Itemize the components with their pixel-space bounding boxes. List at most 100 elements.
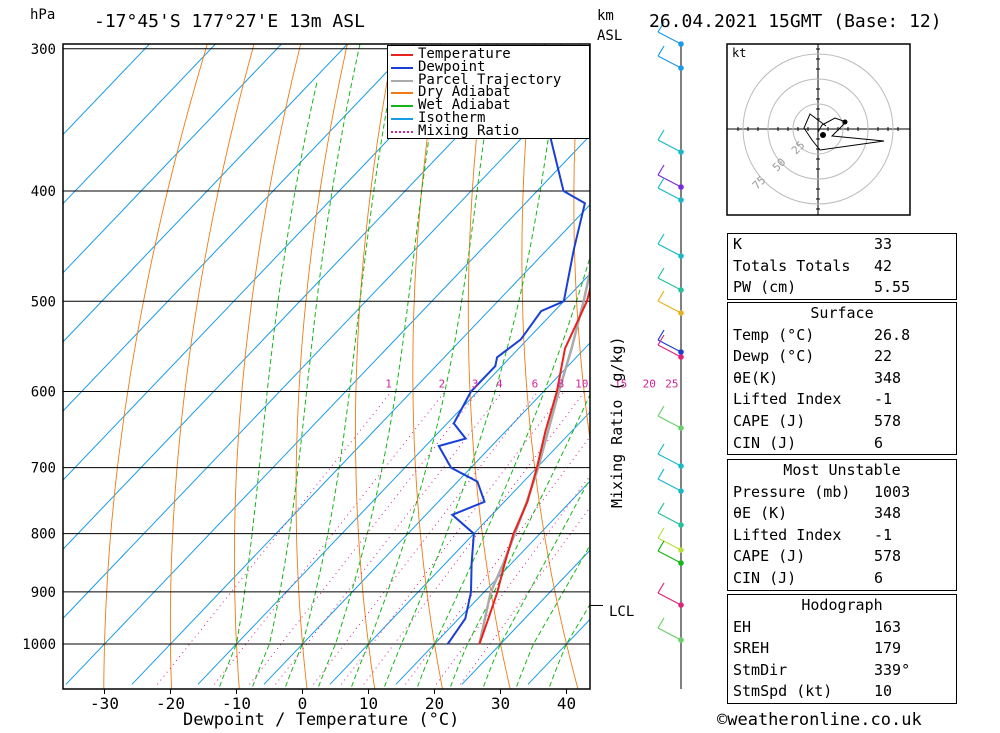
mixing-ratio-line (213, 391, 446, 685)
dry-adiabat-line (624, 15, 714, 692)
lifted-index-value: -1 (874, 390, 893, 409)
wind-barb-flag (657, 540, 665, 552)
wind-barb (657, 537, 682, 551)
wind-barb (657, 478, 682, 492)
wind-barb-flag (657, 329, 665, 341)
isotherm-line (63, 44, 481, 481)
wind-barb (657, 627, 682, 641)
mixing-ratio-label: 6 (532, 377, 539, 390)
hodograph-title: Hodograph (801, 596, 883, 614)
isotherm-line (65, 134, 590, 685)
wind-barb (657, 243, 682, 257)
plot-frame (62, 43, 591, 690)
isotherm-line (131, 204, 590, 685)
wind-barb-flag (657, 502, 665, 514)
wind-barb-flag (657, 290, 665, 302)
isotherm-line (63, 44, 283, 274)
dry-adiabat-line (295, 44, 348, 689)
tt-label: Totals Totals (733, 256, 851, 275)
pressure-tick-label: 900 (31, 585, 56, 601)
legend-item: Mixing Ratio (388, 124, 588, 138)
km-label: km (597, 8, 614, 24)
dry-adiabat-line (996, 15, 1000, 692)
eh-value: 163 (874, 617, 902, 636)
mixing-ratio-line (460, 506, 590, 685)
mixing-ratio-axis-label: Mixing Ratio (g/kg) (608, 336, 626, 508)
temperature-tick-label: 20 (425, 694, 444, 713)
wind-barb (657, 55, 682, 69)
legend-swatch (391, 130, 413, 133)
hodograph-ring (792, 103, 844, 155)
sreh-value: 179 (874, 639, 902, 658)
stmdir-label: StmDir (733, 660, 788, 679)
cin-label: CIN (J) (733, 433, 797, 452)
legend-label: Wet Adiabat (418, 97, 511, 114)
legend-swatch (391, 54, 413, 56)
legend-item: Isotherm (388, 111, 588, 125)
legend-item: Dewpoint (388, 58, 588, 75)
wind-barb (657, 31, 682, 45)
dry-adiabat-line (412, 44, 443, 689)
mixing-ratio-line (435, 474, 590, 685)
temperature-tick-label: -20 (156, 694, 185, 713)
lifted-index-label: Lifted Index (733, 390, 842, 409)
legend-label: Dewpoint (418, 58, 486, 75)
temperature-tick-label: 0 (298, 694, 308, 713)
legend-swatch (391, 118, 413, 120)
wind-barb (657, 139, 682, 153)
legend-swatch (391, 79, 413, 82)
mu-thetae-value: 348 (874, 504, 902, 523)
isotherm-line (63, 44, 547, 550)
cape-label: CAPE (J) (733, 411, 806, 430)
wind-barb (657, 300, 682, 314)
parcel-trajectory-line (478, 266, 590, 645)
wind-barb (657, 339, 682, 353)
dry-adiabat-line (169, 44, 255, 689)
mixing-ratio-line (275, 391, 503, 685)
copyright-link[interactable]: ©weatheronline.co.uk (717, 710, 922, 730)
mu-cin-label: CIN (J) (733, 568, 797, 587)
surface-title: Surface (810, 304, 874, 322)
mixing-ratio-line (249, 391, 479, 685)
axes: 300 400 500 600 700 800 900 1000 -30 -20 -10 0 10 20 3… (22, 42, 603, 713)
temperature-tick-label: 10 (359, 694, 378, 713)
mu-thetae-label: θE (K) (733, 504, 788, 523)
wet-adiabat-lines (219, 44, 590, 687)
legend-swatch (391, 105, 413, 108)
temp-label: Temp (°C) (733, 325, 815, 344)
stmspd-label: StmSpd (kt) (733, 682, 833, 701)
wind-barb (657, 415, 682, 429)
cin-value: 6 (874, 433, 884, 452)
dewp-label: Dewp (°C) (733, 347, 815, 366)
hpa-label: hPa (30, 7, 56, 23)
wind-barb-flag (657, 267, 665, 279)
asl-label: ASL (597, 28, 623, 44)
hodograph-ring (742, 53, 894, 205)
wind-barb (657, 453, 682, 467)
mixing-ratio-label: 2 (439, 377, 446, 390)
mu-li-value: -1 (874, 525, 893, 544)
dry-adiabat-line (233, 44, 302, 689)
dry-adiabat-line (950, 15, 1000, 692)
temperature-tick-label: -30 (90, 694, 119, 713)
indices-table: K 33 Totals Totals 42 PW (cm) 5.55 (727, 233, 957, 300)
wet-adiabat-line (516, 544, 590, 687)
wind-barb (657, 592, 682, 606)
pressure-tick-label: 300 (31, 42, 56, 58)
mu-cin-value: 6 (874, 568, 884, 587)
hodograph-point (842, 119, 848, 125)
k-label: K (733, 235, 743, 253)
wet-adiabat-line (285, 44, 400, 687)
thetae-value: 348 (874, 368, 902, 387)
isotherm-line (63, 44, 349, 343)
wind-barb-flag (657, 334, 665, 346)
pressure-tick-label: 500 (31, 294, 56, 310)
wind-barb-flag (657, 129, 665, 141)
pressure-tick-label: 700 (31, 461, 56, 477)
hodograph-trace (803, 113, 885, 151)
legend-item: Dry Adiabat (388, 85, 588, 99)
mixing-ratio-line (156, 391, 392, 685)
isotherm-lines (63, 44, 590, 685)
wet-adiabat-line (351, 44, 498, 687)
